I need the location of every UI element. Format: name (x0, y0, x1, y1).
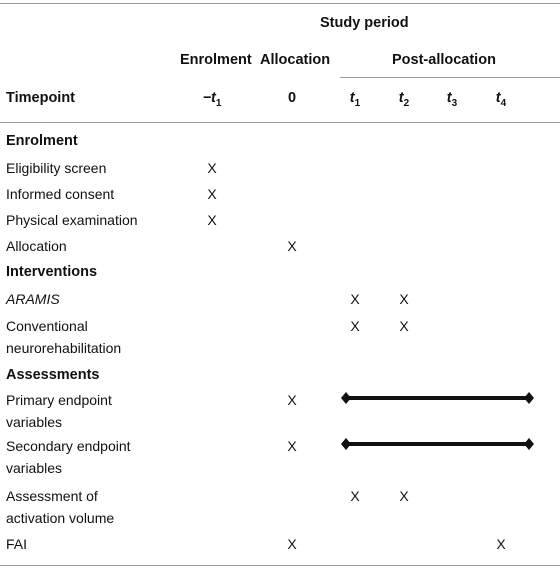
timepoint-t3: t3 (446, 90, 458, 109)
row-fai: FAI (6, 536, 28, 552)
row-primary-endpoint-line1: Primary endpoint (6, 392, 112, 408)
study-period-header: Study period (320, 15, 409, 31)
mark-fai-allocation: X (287, 536, 297, 552)
mark-allocation-allocation: X (287, 238, 297, 254)
mark-fai-t4: X (496, 536, 506, 552)
timepoint-enrolment: −t1 (202, 90, 222, 109)
section-interventions: Interventions (6, 264, 98, 280)
mark-activation-t1: X (350, 488, 360, 504)
enrolment-period-header: Enrolment (180, 52, 252, 68)
timepoint-header: Timepoint (6, 90, 76, 106)
section-assessments: Assessments (6, 367, 100, 383)
header-rule-post-allocation (340, 77, 560, 78)
secondary-endpoint-duration-bar (341, 438, 534, 450)
row-allocation: Allocation (6, 238, 67, 254)
row-eligibility-screen: Eligibility screen (6, 160, 107, 176)
row-informed-consent: Informed consent (6, 186, 115, 202)
mark-physical-enrolment: X (207, 212, 217, 228)
row-conventional-neurorehab-line2: neurorehabilitation (6, 340, 122, 356)
row-primary-endpoint-line2: variables (6, 414, 63, 430)
bottom-rule (0, 565, 560, 566)
mark-aramis-t2: X (399, 291, 409, 307)
timepoint-allocation: 0 (287, 90, 297, 106)
header-bottom-rule (0, 122, 560, 123)
timepoint-t1: t1 (349, 90, 361, 109)
mark-secondary-allocation: X (287, 438, 297, 454)
row-activation-volume-line2: activation volume (6, 510, 115, 526)
mark-activation-t2: X (399, 488, 409, 504)
mark-primary-allocation: X (287, 392, 297, 408)
row-secondary-endpoint-line1: Secondary endpoint (6, 438, 131, 454)
mark-conventional-t2: X (399, 318, 409, 334)
allocation-period-header: Allocation (260, 52, 331, 68)
mark-aramis-t1: X (350, 291, 360, 307)
row-activation-volume-line1: Assessment of (6, 488, 98, 504)
row-aramis: ARAMIS (6, 291, 60, 307)
timepoint-t4: t4 (495, 90, 507, 109)
timepoint-t2: t2 (398, 90, 410, 109)
mark-consent-enrolment: X (207, 186, 217, 202)
row-secondary-endpoint-line2: variables (6, 460, 63, 476)
mark-conventional-t1: X (350, 318, 360, 334)
row-conventional-neurorehab-line1: Conventional (6, 318, 88, 334)
top-rule (0, 3, 560, 4)
post-allocation-header: Post-allocation (392, 52, 496, 68)
mark-eligibility-enrolment: X (207, 160, 217, 176)
row-physical-examination: Physical examination (6, 212, 138, 228)
section-enrolment: Enrolment (6, 133, 78, 149)
primary-endpoint-duration-bar (341, 392, 534, 404)
